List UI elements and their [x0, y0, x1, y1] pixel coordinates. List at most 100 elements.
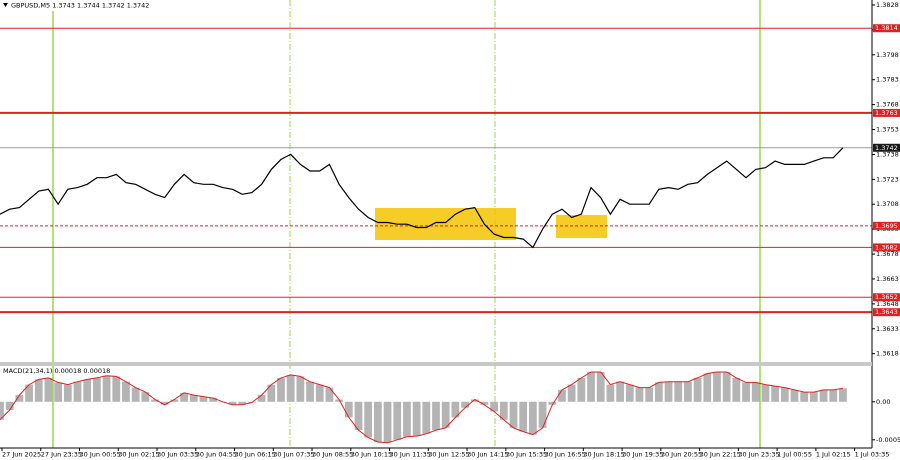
- x-tick-label: 30 Jun 20:55: [661, 451, 702, 459]
- y-tick-label: 1.3663: [876, 275, 899, 283]
- readout: 1.3744: [77, 2, 100, 10]
- macd-bar: [122, 381, 130, 402]
- x-tick-label: 27 Jun 23:35: [41, 451, 82, 459]
- readout: 1.3743: [52, 2, 75, 10]
- y-tick-label: 1.3828: [876, 1, 899, 9]
- x-tick-label: 30 Jun 03:35: [157, 451, 198, 459]
- macd-bar: [616, 381, 624, 402]
- price-line: [0, 147, 844, 249]
- level-label: 1.3695: [875, 222, 898, 230]
- level-label: 1.3652: [875, 293, 898, 301]
- macd-bar: [383, 401, 392, 443]
- x-tick-label: 30 Jun 23:35: [738, 451, 779, 459]
- x-tick-label: 30 Jun 04:55: [196, 451, 237, 459]
- level-label: 1.3763: [875, 109, 898, 117]
- macd-bar: [267, 384, 276, 402]
- y-tick-label: 1.3723: [876, 175, 899, 183]
- macd-bar: [403, 401, 411, 437]
- macd-bar: [606, 384, 615, 402]
- x-tick-label: 30 Jun 11:35: [390, 451, 431, 459]
- x-tick-label: 30 Jun 22:15: [700, 451, 741, 459]
- y-tick-label: 0.00: [876, 398, 890, 406]
- level-tag: [873, 293, 900, 302]
- macd-bar: [209, 398, 218, 402]
- macd-bar: [315, 384, 324, 402]
- macd-bar: [829, 389, 838, 402]
- macd-bar: [441, 401, 450, 428]
- x-tick-label: 30 Jun 14:15: [467, 451, 508, 459]
- level-label: 1.3643: [875, 308, 898, 316]
- macd-bar: [25, 384, 33, 402]
- macd-bar: [131, 387, 140, 402]
- y-tick-label: 1.3738: [876, 150, 899, 158]
- macd-bar: [509, 401, 518, 428]
- y-tick-label: 1.3783: [876, 76, 899, 84]
- macd-bar: [693, 377, 702, 402]
- macd-bar: [529, 401, 537, 435]
- macd-bar: [538, 401, 547, 428]
- macd-bar: [228, 401, 237, 405]
- macd-bar: [180, 392, 188, 402]
- macd-bar: [335, 399, 343, 402]
- x-tick-label: 1 Jul 00:55: [777, 451, 812, 459]
- macd-bar: [44, 377, 53, 402]
- macd-bar: [344, 401, 353, 418]
- macd-bar: [199, 396, 208, 402]
- macd-bar: [800, 392, 809, 402]
- macd-bar: [286, 374, 295, 402]
- macd-bar: [170, 399, 179, 402]
- y-tick-label: 1.3798: [876, 51, 899, 59]
- level-tag: [873, 308, 900, 317]
- signal-line: [0, 371, 843, 444]
- macd-bar: [0, 401, 4, 420]
- macd-bar: [761, 384, 770, 402]
- x-tick-label: 30 Jun 00:55: [80, 451, 121, 459]
- macd-bar: [73, 381, 82, 402]
- x-tick-label: 30 Jun 12:55: [428, 451, 469, 459]
- macd-bar: [713, 371, 721, 402]
- macd-bar: [587, 371, 595, 402]
- level-tag: [873, 221, 900, 230]
- level-tag: [873, 24, 900, 33]
- macd-bar: [625, 384, 634, 402]
- x-tick-label: 30 Jun 02:15: [118, 451, 159, 459]
- macd-bar: [83, 379, 92, 402]
- macd-bar: [722, 371, 731, 402]
- y-tick-label: 1.3768: [876, 101, 899, 109]
- macd-bar: [839, 388, 847, 402]
- macd-bar: [470, 399, 479, 402]
- macd-bar: [558, 389, 566, 402]
- macd-bar: [5, 401, 14, 410]
- macd-bar: [160, 401, 169, 405]
- macd-bar: [93, 377, 101, 402]
- macd-bar: [412, 401, 421, 437]
- level-label: 1.3682: [875, 243, 898, 251]
- y-tick-label: -0.00051: [876, 436, 900, 444]
- macd-bar: [238, 401, 247, 405]
- macd-title: MACD(21,34,1): [3, 367, 52, 375]
- panel-divider: [0, 362, 872, 366]
- y-tick-label: 1.3678: [876, 250, 899, 258]
- macd-bar: [151, 399, 159, 402]
- macd-bar: [461, 401, 469, 408]
- macd-bar: [63, 384, 72, 402]
- macd-bar: [34, 379, 43, 402]
- macd-bar: [684, 381, 692, 402]
- x-tick-label: 30 Jun 19:35: [622, 451, 663, 459]
- macd-bar: [751, 382, 760, 402]
- readout: 0.00018: [83, 367, 110, 375]
- readout: 0.00018: [54, 367, 81, 375]
- macd-bar: [480, 401, 489, 405]
- macd-bar: [257, 395, 266, 402]
- y-tick-label: 1.3753: [876, 126, 899, 134]
- macd-bar: [809, 392, 818, 402]
- x-tick-label: 30 Jun 06:15: [235, 451, 276, 459]
- y-tick-label: 1.3633: [876, 325, 899, 333]
- macd-bar: [451, 401, 460, 418]
- macd-bar: [432, 401, 440, 431]
- menu-triangle[interactable]: [3, 3, 8, 7]
- level-label: 1.3814: [875, 24, 898, 32]
- x-tick-label: 30 Jun 10:15: [351, 451, 392, 459]
- macd-bar: [645, 387, 654, 402]
- macd-bar: [277, 377, 285, 402]
